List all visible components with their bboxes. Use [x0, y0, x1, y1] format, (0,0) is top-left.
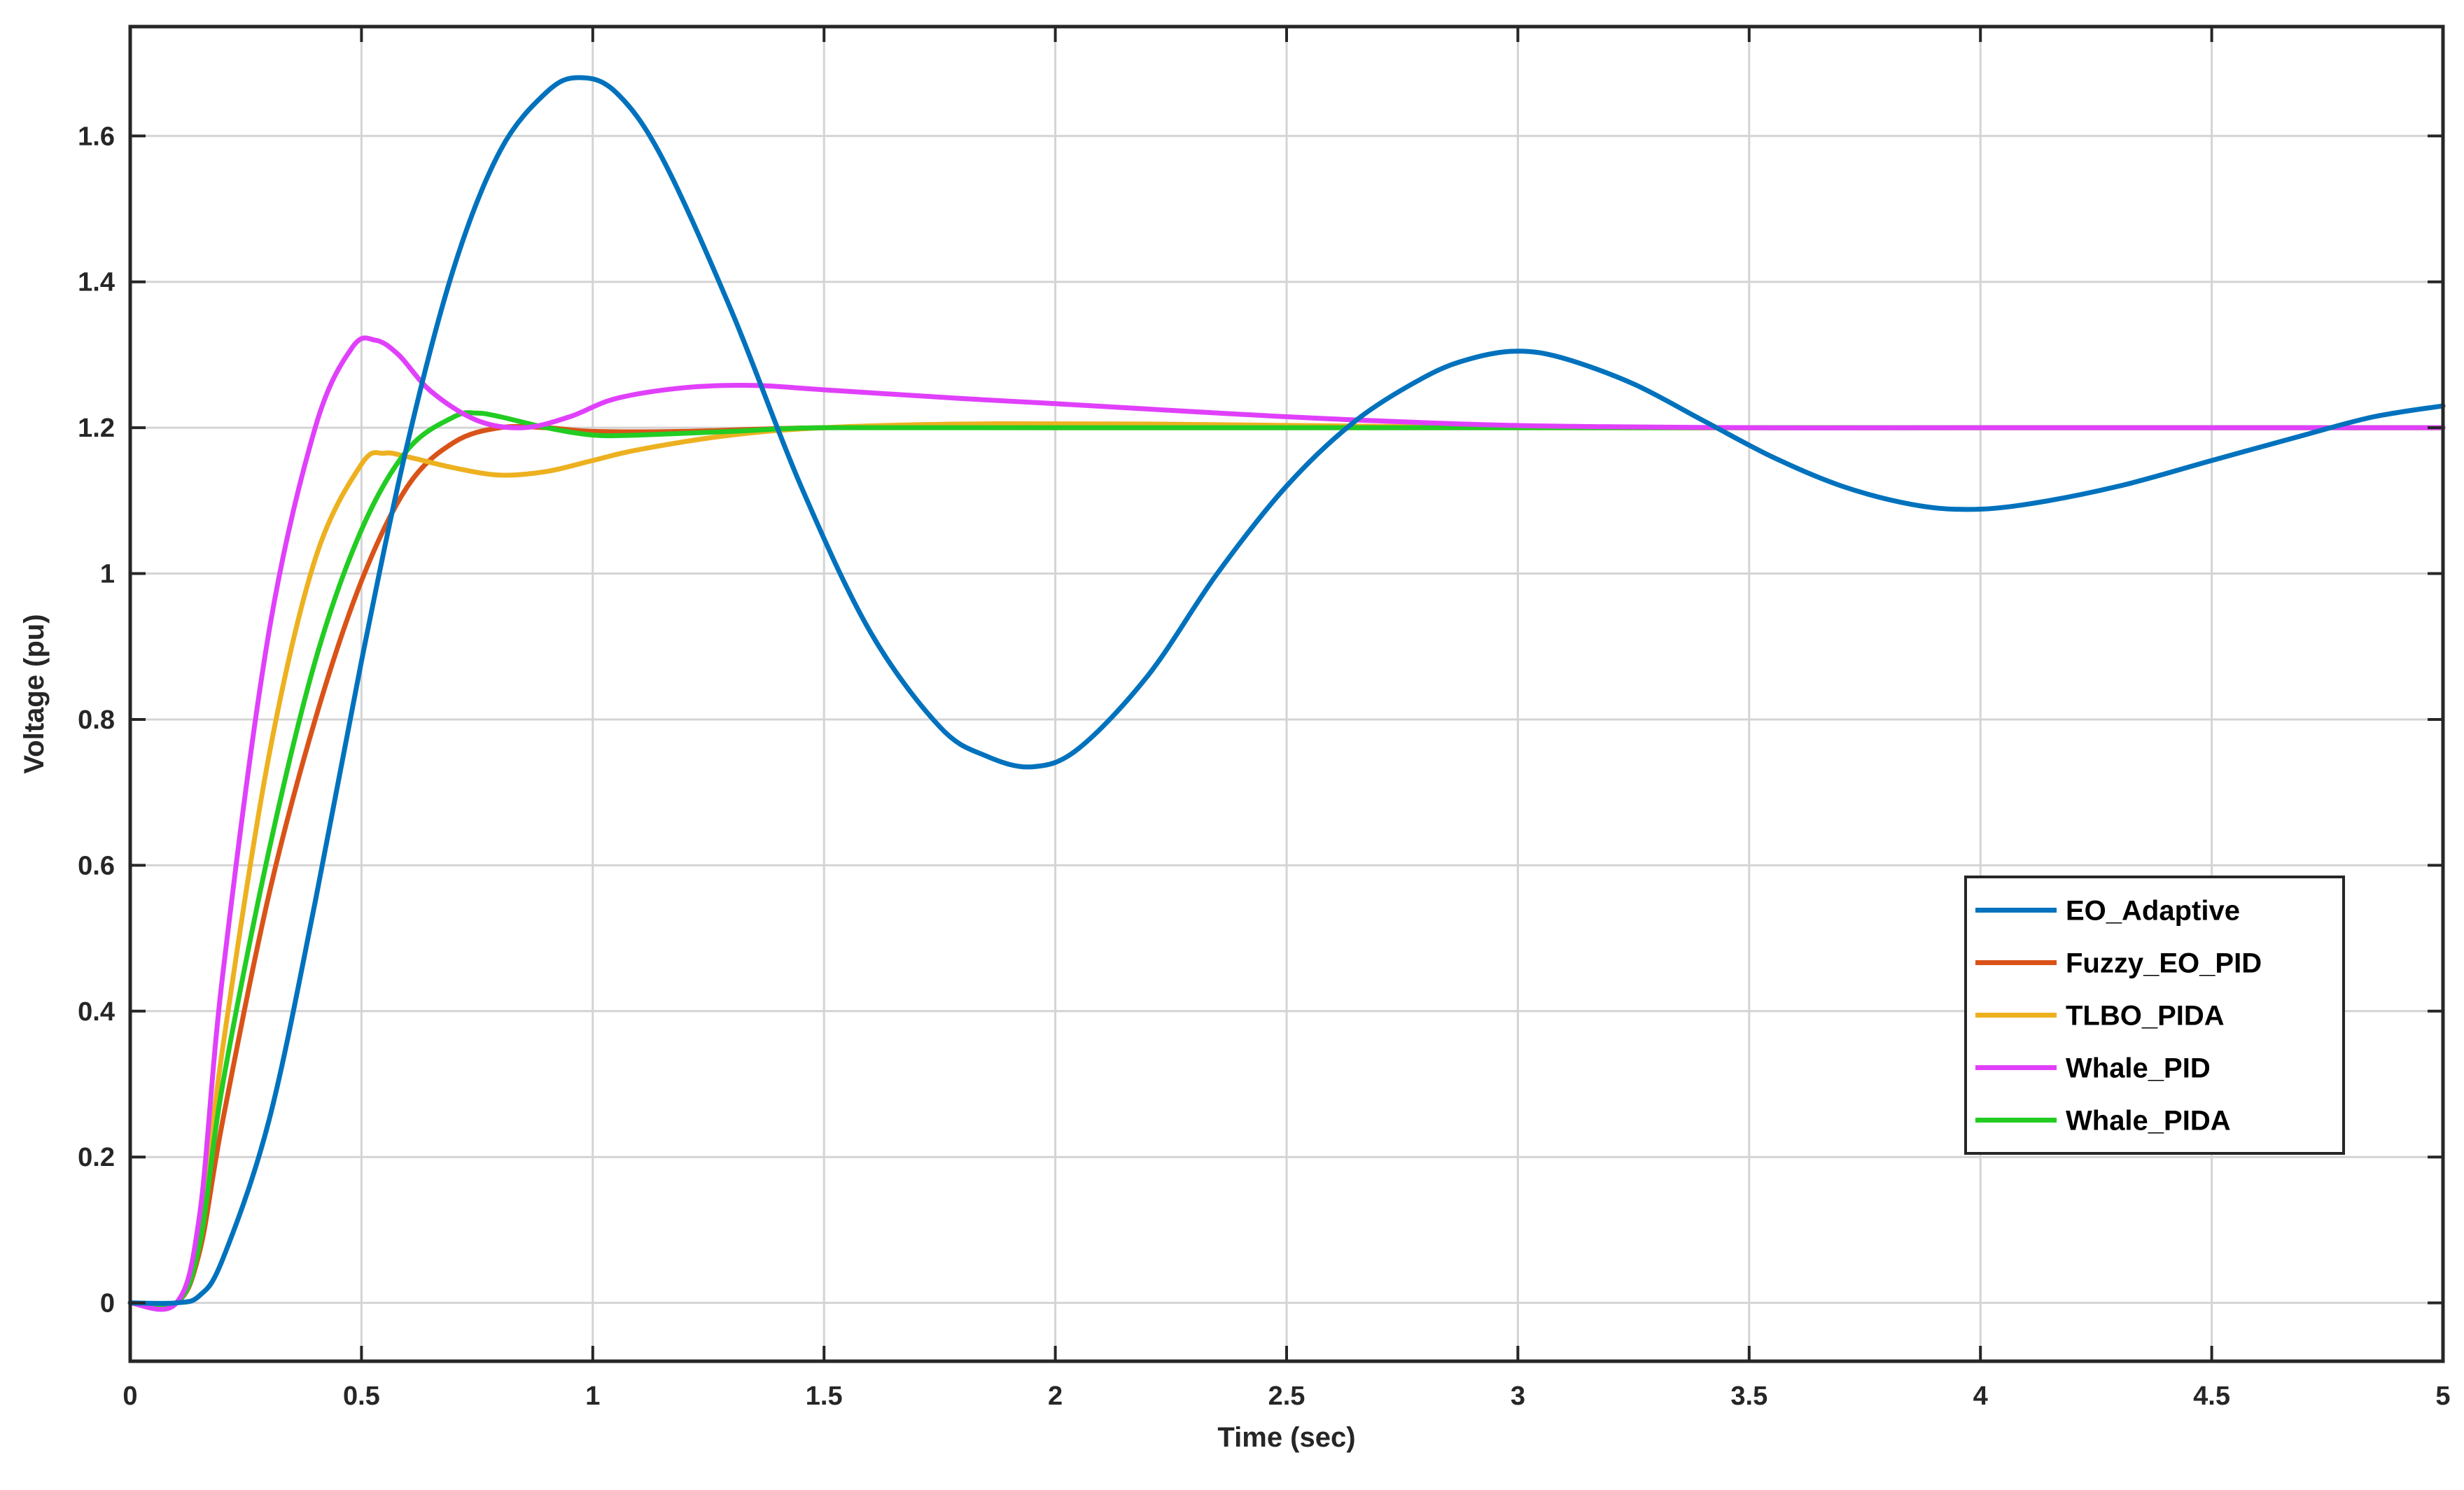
x-tick-label: 2 — [1048, 1382, 1063, 1411]
x-tick-label: 1 — [585, 1382, 600, 1411]
y-tick-label: 0.6 — [78, 851, 115, 880]
series-line-eo-adaptive — [127, 75, 2446, 1306]
y-axis-label: Voltage (pu) — [19, 614, 50, 773]
y-tick-label: 0.4 — [78, 997, 115, 1027]
legend-label: Fuzzy_EO_PID — [2066, 948, 2262, 979]
y-tick-label: 0.2 — [78, 1143, 115, 1172]
y-tick-label: 1.4 — [78, 268, 115, 297]
x-axis-label: Time (sec) — [1217, 1422, 1355, 1453]
x-tick-label: 0 — [122, 1382, 137, 1411]
legend: EO_Adaptive Fuzzy_EO_PID TLBO_PIDA Whale_PI… — [1964, 876, 2345, 1155]
series-line-whale-pid — [127, 335, 2446, 1312]
y-tick-label: 0.8 — [78, 705, 115, 735]
grid — [129, 27, 2444, 1361]
y-tick-label: 1.6 — [78, 122, 115, 151]
y-tick-label: 0 — [100, 1289, 115, 1319]
legend-label: Whale_PIDA — [2066, 1106, 2231, 1137]
series-layer — [127, 75, 2446, 1312]
x-tick-label: 3.5 — [1730, 1382, 1768, 1411]
y-tick-label: 1 — [100, 560, 115, 589]
x-tick-label: 1.5 — [806, 1382, 843, 1411]
y-tick-label: 1.2 — [78, 414, 115, 443]
legend-label: Whale_PID — [2066, 1053, 2211, 1084]
x-tick-label: 4 — [1973, 1382, 1988, 1411]
axis-ticks: 0 0.5 1 1.5 2 2.5 3 3.5 4 4.5 5 0 0.2 0.4 0.6 0.8 1 1.2 1.… — [78, 27, 2451, 1411]
x-tick-label: 2.5 — [1268, 1382, 1306, 1411]
x-tick-label: 4.5 — [2193, 1382, 2230, 1411]
legend-label: TLBO_PIDA — [2066, 1001, 2225, 1032]
x-tick-label: 5 — [2435, 1382, 2450, 1411]
legend-label: EO_Adaptive — [2066, 896, 2240, 927]
x-tick-label: 3 — [1511, 1382, 1525, 1411]
x-tick-label: 0.5 — [343, 1382, 380, 1411]
